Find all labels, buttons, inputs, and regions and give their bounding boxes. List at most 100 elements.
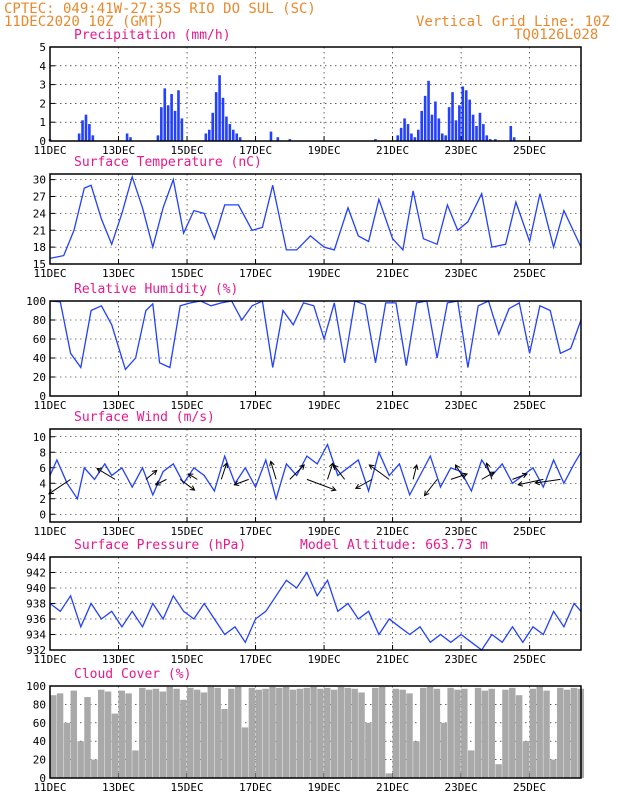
x-tick-label: 23DEC [445, 399, 478, 412]
y-tick-label: 6 [39, 462, 46, 475]
cloud-bar [543, 690, 550, 778]
cloud-bar [474, 687, 482, 778]
cloud-bar [570, 687, 578, 778]
cloud-bar [221, 709, 228, 778]
cloud-bar [207, 686, 215, 778]
x-tick-label: 15DEC [170, 525, 203, 538]
precip-bar [396, 135, 400, 141]
precip-bar [478, 112, 482, 141]
precip-bar [129, 137, 132, 141]
x-tick-label: 25DEC [513, 525, 546, 538]
cloud-bar [550, 759, 557, 778]
precip-bar [440, 133, 444, 141]
precipitation-title: Precipitation (mm/h) [74, 28, 231, 43]
surface-pressure-panel: Surface Pressure (hPa) Model Altitude: 66… [26, 538, 582, 666]
cloud-bar [56, 693, 64, 778]
x-tick-label: 11DEC [33, 144, 66, 157]
precip-bar [447, 107, 451, 141]
x-tick-label: 11DEC [33, 781, 66, 794]
cloud-bar [536, 686, 543, 778]
cloud-bar [234, 686, 242, 778]
wind-arrow [179, 478, 196, 491]
precip-bar [461, 86, 465, 141]
cloud-bar [70, 690, 78, 778]
x-tick-label: 15DEC [170, 267, 203, 280]
cloud-bar [399, 689, 406, 778]
cloud-bar [406, 693, 413, 778]
precip-bar [488, 139, 492, 141]
precipitation-panel: Precipitation (mm/h) 0 1 2 3 4 5 11DEC 13DEC 15DE… [33, 28, 582, 157]
precip-bar [91, 135, 95, 141]
precip-bar [214, 92, 218, 141]
y-tick-label: 3 [39, 79, 46, 92]
precip-bar [427, 80, 430, 141]
cloud-bar [337, 686, 345, 778]
x-tick-label: 19DEC [308, 267, 341, 280]
y-tick-label: 2 [39, 97, 46, 110]
cloud-bar [413, 741, 420, 778]
cloud-bar [152, 688, 160, 778]
wind-arrow [289, 464, 305, 480]
cloud-bar [91, 759, 98, 778]
y-tick-label: 5 [39, 41, 46, 54]
x-tick-label: 15DEC [170, 399, 203, 412]
cloud-bar [303, 687, 310, 778]
wind-arrow [481, 471, 496, 480]
precip-bar [471, 114, 475, 141]
header-location: CPTEC: 049:41W-27:35S RIO DO SUL (SC) [4, 1, 316, 17]
panels: Precipitation (mm/h) 0 1 2 3 4 5 11DEC 13DEC 15DE… [26, 28, 585, 794]
x-tick-label: 21DEC [376, 525, 409, 538]
y-tick-label: 80 [33, 314, 46, 327]
cloud-bar [132, 750, 139, 778]
y-tick-label: 10 [33, 431, 46, 444]
x-tick-label: 17DEC [239, 781, 272, 794]
precip-bar [494, 139, 497, 141]
cloud-bar [193, 689, 201, 778]
precip-bar [399, 127, 403, 141]
y-tick-label: 8 [39, 446, 46, 459]
cloud-bar [515, 695, 523, 778]
precip-bar [180, 118, 184, 141]
x-tick-label: 15DEC [170, 653, 203, 666]
cloud-bar [145, 689, 153, 778]
precip-bar [225, 116, 228, 141]
cloud-bar [166, 686, 173, 778]
precip-bar [403, 118, 406, 141]
y-tick-label: 932 [26, 644, 46, 657]
precip-bar [451, 92, 454, 141]
x-tick-label: 11DEC [33, 267, 66, 280]
model-altitude-label: Model Altitude: 663.73 m [300, 538, 488, 553]
cloud-bar [557, 687, 564, 778]
y-tick-label: 940 [26, 582, 46, 595]
cloud-bar [84, 697, 91, 778]
y-tick-label: 24 [33, 207, 47, 220]
precip-bar [410, 133, 413, 141]
x-tick-label: 19DEC [308, 653, 341, 666]
cloud-bar [365, 722, 372, 778]
cloud-bar [509, 687, 516, 778]
cloud-bar [502, 689, 509, 778]
wind-arrow [368, 464, 390, 480]
precip-bar [416, 129, 420, 141]
wind-arrow [333, 464, 346, 480]
x-tick-label: 11DEC [33, 653, 66, 666]
y-tick-label: 944 [26, 551, 46, 564]
precip-bar [173, 110, 177, 141]
y-tick-label: 1 [39, 116, 46, 129]
x-tick-label: 19DEC [308, 781, 341, 794]
cloud-bar [111, 713, 119, 778]
precip-bar [204, 133, 208, 141]
precip-bar [81, 120, 84, 141]
wind-arrow [154, 478, 167, 486]
y-tick-label: 0 [39, 508, 46, 521]
x-tick-label: 17DEC [239, 653, 272, 666]
precip-bar [228, 124, 232, 141]
wind-arrow [512, 472, 528, 480]
cloud-bar [344, 687, 352, 778]
wind-arrow [269, 460, 277, 480]
cloud-bar [214, 687, 221, 778]
cloud-bar [324, 687, 331, 778]
relative-humidity-line [49, 300, 582, 371]
cloud-bar [276, 687, 283, 778]
precip-bar [166, 105, 170, 141]
